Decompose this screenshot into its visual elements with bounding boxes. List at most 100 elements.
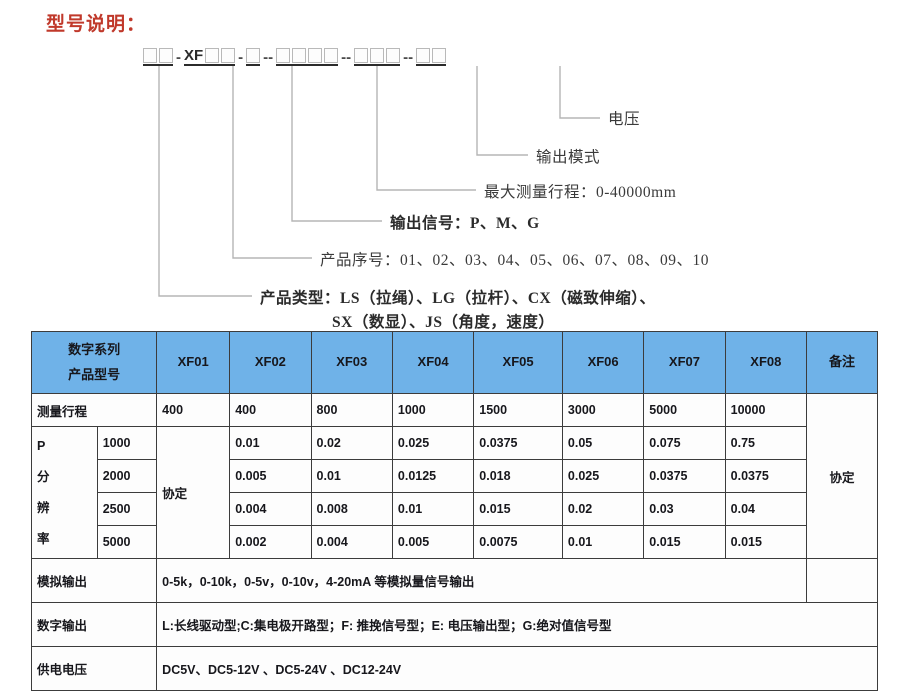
res-2000-xf06: 0.025 <box>561 459 645 493</box>
code-box <box>324 48 339 63</box>
code-group-voltage <box>416 48 447 66</box>
row-label-digital-output: 数字输出 <box>30 602 158 647</box>
table-row-resolution-2500: 2500 0.004 0.008 0.01 0.015 0.02 0.03 0.… <box>32 492 878 526</box>
res-1000-xf08: 0.75 <box>724 426 808 460</box>
res-2500-xf05: 0.015 <box>473 492 563 526</box>
code-box <box>246 48 261 63</box>
code-group-output-signal <box>246 48 261 66</box>
spec-table: 数字系列 产品型号 XF01 XF02 XF03 XF04 XF05 XF06 … <box>30 331 878 691</box>
res-2000-xf08: 0.0375 <box>724 459 808 493</box>
code-box <box>416 48 431 63</box>
range-xf03: 800 <box>310 393 393 427</box>
pulse-5000: 5000 <box>96 525 158 559</box>
res-5000-xf07: 0.015 <box>643 525 726 559</box>
leader-product-type <box>158 66 252 297</box>
legend-output-signal: 输出信号：P、M、G <box>390 215 540 232</box>
res-1000-xf03: 0.02 <box>310 426 393 460</box>
leader-max-range <box>376 66 476 191</box>
leader-voltage <box>559 66 600 119</box>
header-model-xf05: XF05 <box>473 331 563 394</box>
analog-remark-cell <box>806 558 878 603</box>
leader-product-serial <box>232 66 312 259</box>
code-group-output-mode <box>354 48 401 66</box>
res-1000-xf05: 0.0375 <box>473 426 563 460</box>
resolution-xf01-merged: 协定 <box>156 426 231 559</box>
legend-product-type-line1: 产品类型：LS（拉绳）、LG（拉杆）、CX（磁致伸缩）、 <box>260 290 656 307</box>
row-label-supply-voltage: 供电电压 <box>30 646 158 691</box>
digital-output-value: L:长线驱动型;C:集电极开路型；F: 推挽信号型；E: 电压输出型；G:绝对值… <box>156 602 878 647</box>
code-group-max-range <box>276 48 339 66</box>
resolution-label-char-1: 分 <box>37 469 50 484</box>
header-model-xf08: XF08 <box>724 331 808 394</box>
code-separator: -- <box>403 49 414 66</box>
res-2000-xf04: 0.0125 <box>391 459 475 493</box>
code-prefix-xf: XF <box>184 47 204 64</box>
pulse-1000: 1000 <box>96 426 158 460</box>
code-separator: - <box>176 49 181 66</box>
range-xf01: 400 <box>156 393 231 427</box>
header-model-xf04: XF04 <box>391 331 475 394</box>
res-2500-xf03: 0.008 <box>310 492 393 526</box>
res-2500-xf02: 0.004 <box>229 492 312 526</box>
row-label-analog-output: 模拟输出 <box>30 558 158 603</box>
res-2500-xf06: 0.02 <box>561 492 645 526</box>
table-row-measuring-range: 测量行程 400 400 800 1000 1500 3000 5000 100… <box>30 393 878 559</box>
res-2000-xf02: 0.005 <box>229 459 312 493</box>
row-label-measuring-range: 测量行程 <box>30 393 158 427</box>
res-5000-xf06: 0.01 <box>561 525 645 559</box>
res-2500-xf08: 0.04 <box>724 492 808 526</box>
code-box <box>370 48 385 63</box>
code-separator: -- <box>263 49 274 66</box>
legend-product-serial: 产品序号：01、02、03、04、05、06、07、08、09、10 <box>320 252 710 269</box>
table-row-analog-output: 模拟输出 0-5k，0-10k，0-5v，0-10v，4-20mA 等模拟量信号… <box>30 558 878 603</box>
code-box <box>276 48 291 63</box>
remark-merged-cell: 协定 <box>806 393 878 559</box>
header-model-xf03: XF03 <box>310 331 393 394</box>
range-xf04: 1000 <box>391 393 475 427</box>
legend-product-type: 产品类型：LS（拉绳）、LG（拉杆）、CX（磁致伸缩）、 SX（数显）、JS（角… <box>260 286 656 332</box>
code-box <box>354 48 369 63</box>
code-box <box>159 48 173 63</box>
leader-lines <box>158 66 600 297</box>
range-xf05: 1500 <box>473 393 563 427</box>
leader-output-signal <box>291 66 382 222</box>
range-xf02: 400 <box>229 393 312 427</box>
pulse-2000: 2000 <box>96 459 158 493</box>
header-model-xf06: XF06 <box>561 331 645 394</box>
res-5000-xf04: 0.005 <box>391 525 475 559</box>
code-box <box>205 48 220 63</box>
model-code-diagram: - XF - -- -- -- <box>0 0 909 331</box>
code-box <box>386 48 401 63</box>
code-group-product-type <box>143 48 173 66</box>
header-model-xf01: XF01 <box>156 331 231 394</box>
res-1000-xf04: 0.025 <box>391 426 475 460</box>
res-5000-xf03: 0.004 <box>310 525 393 559</box>
res-1000-xf06: 0.05 <box>561 426 645 460</box>
res-1000-xf02: 0.01 <box>229 426 312 460</box>
code-box <box>221 48 236 63</box>
table-row-resolution-5000: 5000 0.002 0.004 0.005 0.0075 0.01 0.015… <box>32 525 878 559</box>
res-2000-xf07: 0.0375 <box>643 459 726 493</box>
header-remark: 备注 <box>806 331 878 394</box>
table-row-digital-output: 数字输出 L:长线驱动型;C:集电极开路型；F: 推挽信号型；E: 电压输出型；… <box>30 602 878 647</box>
code-box <box>308 48 323 63</box>
legend-voltage: 电压 <box>608 111 641 128</box>
legend-product-type-line2: SX（数显）、JS（角度，速度） <box>332 314 555 331</box>
spec-table-container: 数字系列 产品型号 XF01 XF02 XF03 XF04 XF05 XF06 … <box>30 331 878 691</box>
supply-voltage-value: DC5V、DC5-12V 、DC5-24V 、DC12-24V <box>156 646 878 691</box>
range-xf06: 3000 <box>561 393 645 427</box>
res-2000-xf03: 0.01 <box>310 459 393 493</box>
range-xf07: 5000 <box>643 393 726 427</box>
code-box <box>432 48 447 63</box>
page-title: 型号说明： <box>46 14 147 35</box>
header-series-line2: 产品型号 <box>68 366 121 382</box>
header-model-xf02: XF02 <box>229 331 312 394</box>
header-series-line1: 数字系列 <box>68 341 121 357</box>
resolution-label-char-0: P <box>37 438 46 453</box>
code-box <box>292 48 307 63</box>
res-5000-xf08: 0.015 <box>724 525 808 559</box>
model-code-row: - XF - -- -- -- <box>143 40 447 66</box>
row-label-resolution: P 分 辨 率 <box>31 426 98 559</box>
code-box <box>143 48 157 63</box>
res-5000-xf05: 0.0075 <box>473 525 563 559</box>
